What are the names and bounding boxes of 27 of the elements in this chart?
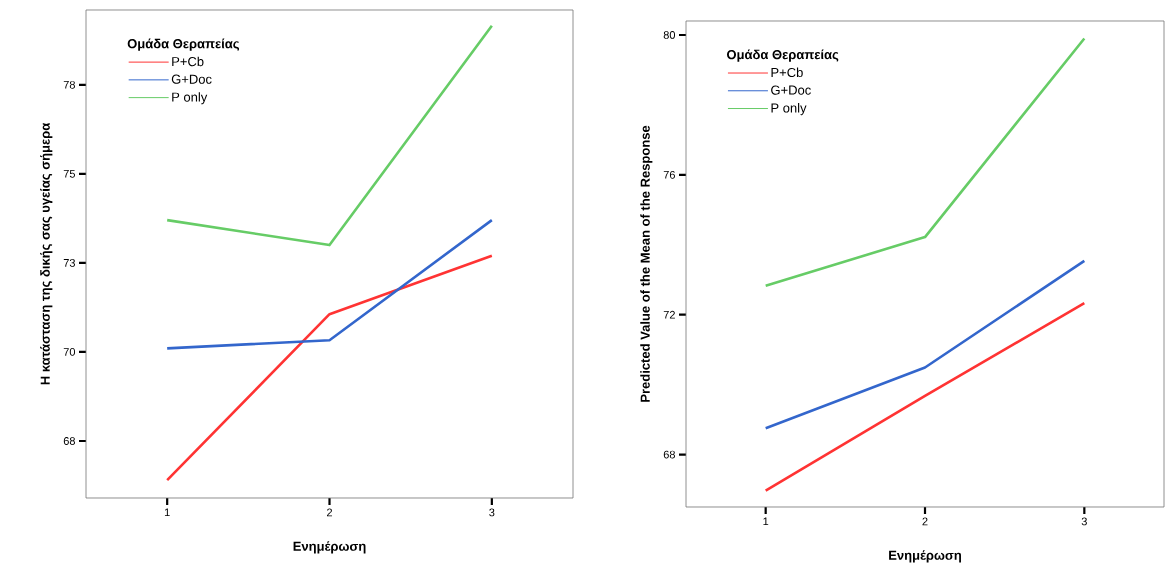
x-axis-title: Ενημέρωση (889, 550, 961, 563)
y-tick-label: 76 (663, 170, 675, 179)
y-tick-label: 80 (663, 31, 676, 39)
legend-label: P only (172, 92, 208, 105)
x-tick-label: 3 (1081, 517, 1087, 526)
y-tick-label: 72 (663, 310, 675, 319)
x-axis-title: Ενημέρωση (293, 541, 366, 554)
y-tick-label: 73 (63, 259, 75, 267)
y-tick-label: 78 (63, 80, 75, 89)
y-tick-label: 68 (663, 450, 675, 459)
y-tick-label: 68 (63, 437, 75, 445)
legend-label: G+Doc (771, 85, 811, 95)
x-tick-label: 2 (327, 508, 333, 517)
x-tick-label: 2 (922, 517, 928, 526)
legend-label: P only (771, 103, 807, 116)
x-tick-label: 3 (489, 508, 495, 517)
y-tick-label: 75 (63, 170, 76, 178)
legend-label: P+Cb (771, 67, 803, 78)
legend-label: G+Doc (171, 74, 212, 84)
legend-title: Ομάδα Θεραπείας (726, 49, 839, 62)
x-tick-label: 1 (763, 517, 769, 526)
legend-label: P+Cb (172, 56, 204, 67)
y-tick-label: 70 (63, 348, 76, 356)
y-axis-title: Predicted Value of the Mean of the Response (640, 125, 653, 402)
x-tick-label: 1 (164, 508, 170, 517)
legend-title: Ομάδα Θεραπείας (127, 38, 240, 51)
y-axis-title: Η κατάσταση της δικής σας υγείας σήμερα (40, 122, 53, 385)
